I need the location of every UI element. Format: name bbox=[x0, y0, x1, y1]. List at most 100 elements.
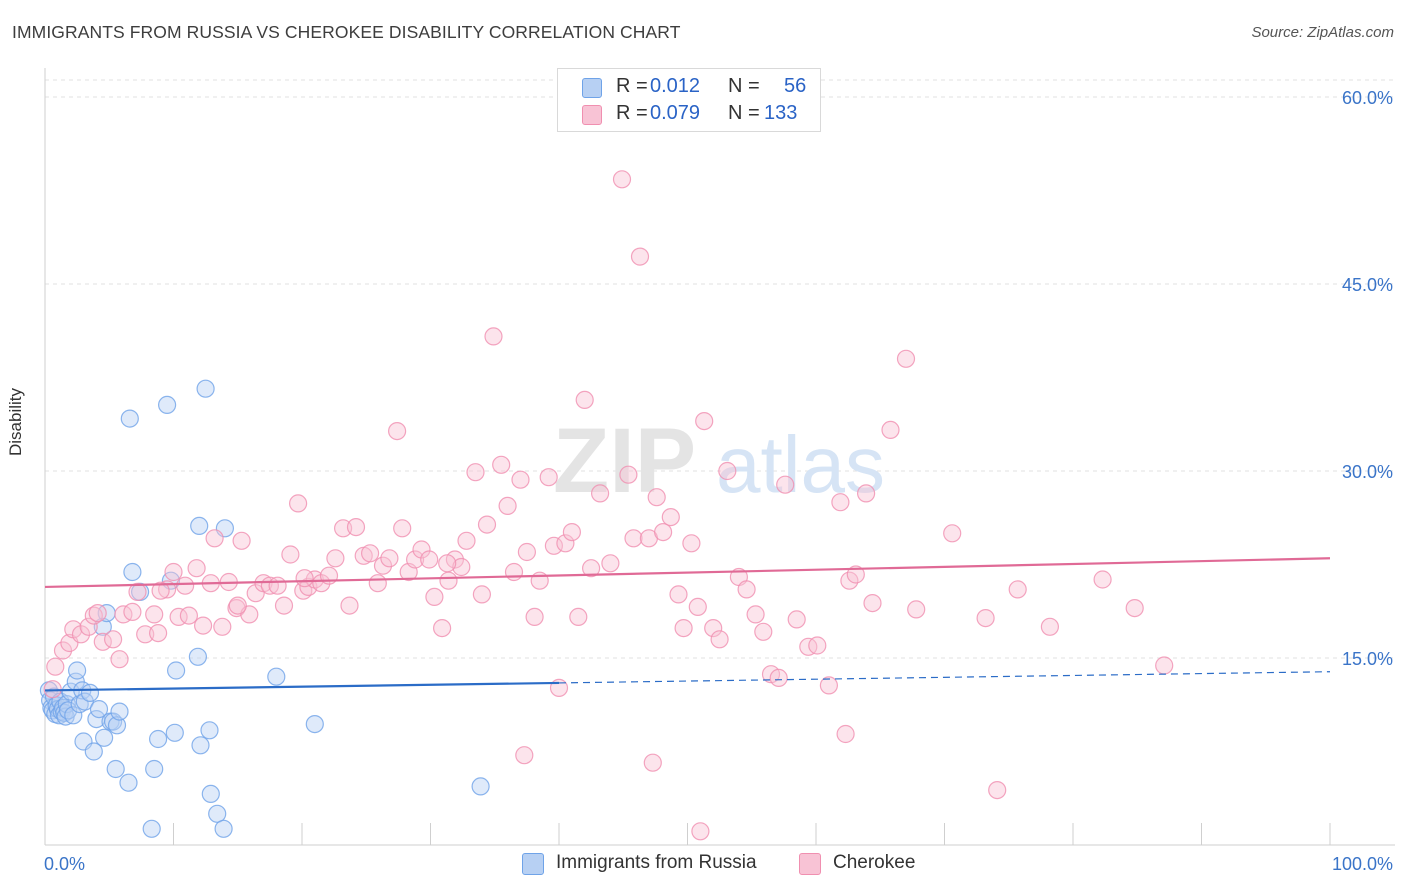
cherokee-point bbox=[312, 574, 331, 593]
cherokee-point bbox=[439, 571, 458, 590]
bottom-legend-swatch-russia bbox=[522, 853, 544, 875]
cherokee-point bbox=[420, 550, 439, 569]
cherokee-point bbox=[289, 494, 308, 513]
cherokee-point bbox=[136, 625, 155, 644]
russia-point bbox=[75, 692, 94, 711]
cherokee-point bbox=[643, 753, 662, 772]
russia-point bbox=[67, 661, 87, 680]
cherokee-point bbox=[661, 507, 680, 527]
cherokee-point bbox=[205, 529, 224, 548]
cherokee-point bbox=[373, 556, 393, 575]
cherokee-point bbox=[907, 600, 926, 619]
cherokee-point bbox=[515, 746, 534, 765]
cherokee-point bbox=[368, 574, 387, 593]
legend-n-value: 56 bbox=[784, 75, 807, 97]
cherokee-point bbox=[268, 576, 287, 595]
cherokee-point bbox=[46, 657, 65, 676]
cherokee-point bbox=[881, 420, 900, 439]
cherokee-point bbox=[187, 559, 206, 578]
cherokee-point bbox=[569, 607, 588, 627]
cherokee-point bbox=[769, 668, 788, 688]
russia-point bbox=[267, 667, 286, 686]
russia-point bbox=[94, 728, 114, 747]
legend-n-value: 133 bbox=[764, 102, 798, 124]
cherokee-point bbox=[361, 544, 380, 563]
cherokee-point bbox=[718, 461, 737, 481]
legend-row-cherokee: R = 0.079 N = 133 bbox=[558, 101, 820, 127]
legend-n-label: N = bbox=[728, 102, 760, 124]
cherokee-point bbox=[492, 455, 511, 474]
cherokee-point bbox=[704, 618, 723, 638]
cherokee-point bbox=[149, 623, 168, 643]
cherokee-point bbox=[393, 519, 412, 538]
cherokee-point bbox=[624, 529, 643, 548]
cherokee-point bbox=[406, 550, 425, 569]
legend-r-label: R = bbox=[616, 102, 648, 124]
cherokee-point bbox=[746, 605, 765, 624]
russia-point bbox=[106, 759, 125, 779]
russia-point bbox=[149, 729, 168, 749]
cherokee-point bbox=[164, 562, 183, 582]
russia-point bbox=[61, 682, 80, 701]
cherokee-point bbox=[388, 422, 407, 441]
cherokee-point bbox=[710, 630, 729, 649]
cherokee-point bbox=[151, 581, 170, 600]
cherokee-point bbox=[123, 602, 142, 622]
cherokee-point bbox=[326, 549, 345, 568]
watermark-zip: ZIP bbox=[553, 410, 696, 512]
russia-point bbox=[64, 706, 83, 725]
cherokee-point bbox=[674, 618, 693, 638]
correlation-legend: R = 0.012 N = 56 R = 0.079 N = 133 bbox=[557, 68, 821, 132]
russia-point bbox=[142, 819, 161, 838]
cherokee-point bbox=[425, 587, 444, 607]
cherokee-point bbox=[619, 465, 638, 484]
tick-labels: 15.0% 30.0% 45.0% 60.0% 0.0% 100.0% bbox=[44, 88, 1393, 874]
cherokee-point bbox=[1155, 656, 1174, 675]
cherokee-point bbox=[682, 534, 701, 553]
cherokee-point bbox=[562, 522, 582, 542]
russia-point bbox=[190, 516, 209, 536]
cherokee-point bbox=[179, 606, 198, 625]
cherokee-point bbox=[176, 576, 195, 595]
cherokee-point bbox=[457, 531, 476, 550]
cherokee-point bbox=[452, 557, 471, 577]
watermark: ZIP atlas bbox=[553, 410, 885, 512]
cherokee-point bbox=[71, 625, 91, 644]
series-cherokee-points bbox=[43, 170, 1174, 841]
russia-point bbox=[70, 694, 89, 714]
cherokee-point bbox=[836, 724, 855, 744]
russia-point bbox=[158, 395, 177, 414]
russia-point bbox=[89, 699, 109, 719]
cherokee-point bbox=[787, 610, 806, 629]
russia-point bbox=[107, 716, 127, 735]
trend-line-russia bbox=[44, 681, 560, 692]
cherokee-point bbox=[556, 534, 575, 553]
legend-r-label: R = bbox=[616, 75, 648, 97]
cherokee-point bbox=[194, 616, 213, 635]
cherokee-point bbox=[213, 617, 232, 636]
chart-source: Source: ZipAtlas.com bbox=[1251, 24, 1394, 41]
russia-point bbox=[145, 759, 164, 779]
legend-row-russia: R = 0.012 N = 56 bbox=[558, 74, 820, 100]
cherokee-point bbox=[1125, 598, 1144, 618]
bottom-legend-cherokee: Cherokee bbox=[799, 850, 939, 880]
cherokee-point bbox=[754, 622, 773, 641]
trend-line-russia-extension bbox=[558, 671, 1331, 684]
russia-point bbox=[188, 647, 207, 666]
cherokee-point bbox=[517, 542, 537, 562]
cherokee-point bbox=[433, 618, 452, 638]
russia-point bbox=[80, 683, 100, 703]
russia-point bbox=[305, 714, 324, 734]
cherokee-point bbox=[1040, 617, 1060, 636]
bottom-legend-swatch-cherokee bbox=[799, 853, 821, 875]
russia-point bbox=[120, 409, 139, 428]
cherokee-point bbox=[340, 596, 359, 615]
axes bbox=[44, 68, 1395, 846]
cherokee-point bbox=[334, 519, 353, 538]
russia-point bbox=[123, 562, 142, 582]
y-axis-label: Disability bbox=[6, 387, 25, 456]
y-tick-label: 30.0% bbox=[1342, 462, 1393, 482]
cherokee-point bbox=[484, 327, 503, 346]
russia-point bbox=[196, 379, 215, 398]
